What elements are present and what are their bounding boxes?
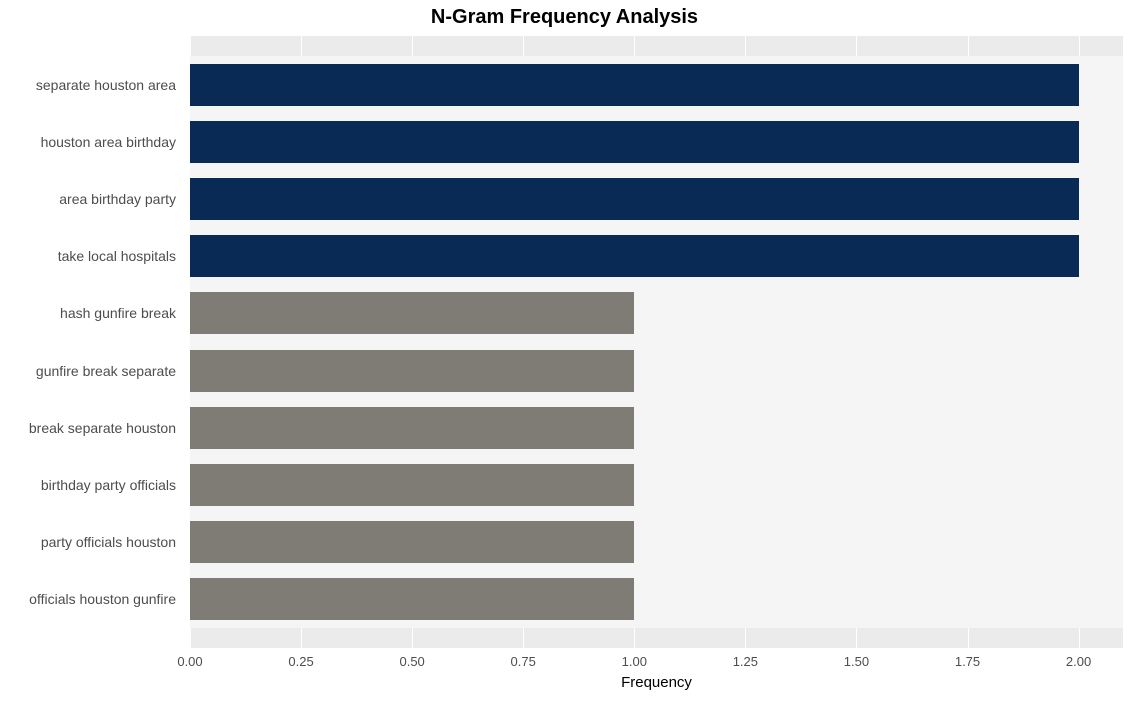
bar [190, 578, 634, 620]
x-tick-label: 0.75 [511, 654, 536, 669]
y-tick-label: separate houston area [36, 77, 176, 93]
bar [190, 521, 634, 563]
x-tick-label: 0.25 [288, 654, 313, 669]
bar [190, 350, 634, 392]
y-tick-label: area birthday party [59, 191, 176, 207]
bar [190, 407, 634, 449]
y-tick-label: take local hospitals [58, 248, 176, 264]
bar [190, 178, 1079, 220]
bar [190, 292, 634, 334]
plot-area [190, 36, 1123, 648]
x-tick-label: 0.50 [399, 654, 424, 669]
y-tick-label: gunfire break separate [36, 363, 176, 379]
x-tick-label: 1.50 [844, 654, 869, 669]
x-tick-label: 1.75 [955, 654, 980, 669]
y-tick-label: break separate houston [29, 420, 176, 436]
bar [190, 121, 1079, 163]
bar [190, 464, 634, 506]
x-tick-label: 1.25 [733, 654, 758, 669]
x-tick-label: 2.00 [1066, 654, 1091, 669]
y-tick-label: officials houston gunfire [29, 591, 176, 607]
bar [190, 235, 1079, 277]
x-axis-label: Frequency [190, 674, 1123, 691]
y-tick-label: party officials houston [41, 534, 176, 550]
bar [190, 64, 1079, 106]
chart-title: N-Gram Frequency Analysis [0, 6, 1129, 29]
y-tick-label: hash gunfire break [60, 305, 176, 321]
y-tick-label: birthday party officials [41, 477, 176, 493]
ngram-chart: N-Gram Frequency Analysis Frequency 0.00… [0, 0, 1129, 701]
y-tick-label: houston area birthday [41, 134, 176, 150]
x-tick-label: 0.00 [177, 654, 202, 669]
x-tick-label: 1.00 [622, 654, 647, 669]
